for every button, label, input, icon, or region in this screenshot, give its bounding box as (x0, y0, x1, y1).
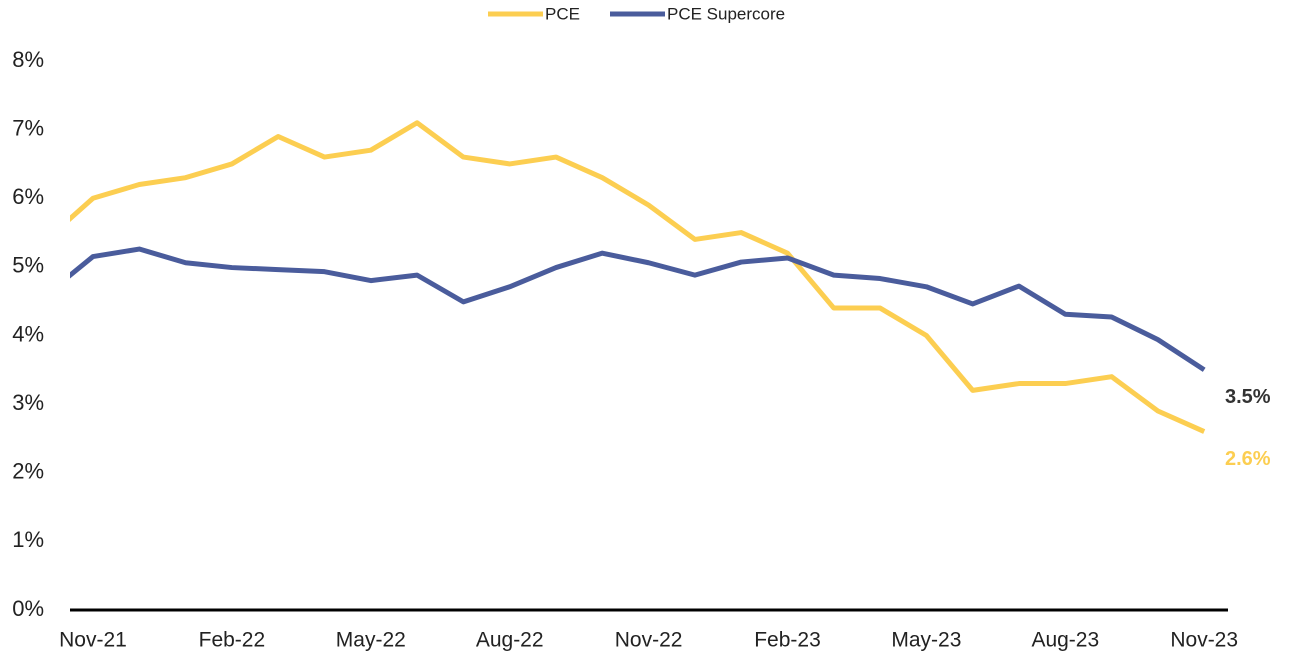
y-tick-label: 6% (12, 184, 44, 209)
y-tick-label: 4% (12, 321, 44, 346)
y-tick-label: 3% (12, 390, 44, 415)
y-tick-label: 1% (12, 527, 44, 552)
series-line (70, 246, 1206, 372)
plot-area (70, 120, 1206, 434)
x-tick-label: May-23 (891, 629, 961, 652)
series-line (70, 120, 1206, 434)
y-tick-label: 7% (12, 115, 44, 140)
x-tick-label: May-22 (336, 629, 406, 652)
x-tick-label: Nov-23 (1170, 629, 1238, 652)
x-tick-label: Feb-22 (199, 629, 266, 652)
x-tick-label: Nov-22 (615, 629, 683, 652)
data-label: 2.6% (1225, 448, 1271, 470)
legend-label: PCE (545, 4, 580, 23)
y-tick-label: 8% (12, 47, 44, 72)
x-tick-label: Feb-23 (754, 629, 821, 652)
x-tick-label: Nov-21 (59, 629, 127, 652)
y-tick-label: 0% (12, 596, 44, 621)
legend-label: PCE Supercore (667, 4, 785, 23)
x-tick-label: Aug-23 (1031, 629, 1099, 652)
y-tick-label: 2% (12, 459, 44, 484)
data-label: 3.5% (1225, 386, 1271, 408)
x-tick-label: Aug-22 (476, 629, 544, 652)
y-tick-label: 5% (12, 253, 44, 278)
